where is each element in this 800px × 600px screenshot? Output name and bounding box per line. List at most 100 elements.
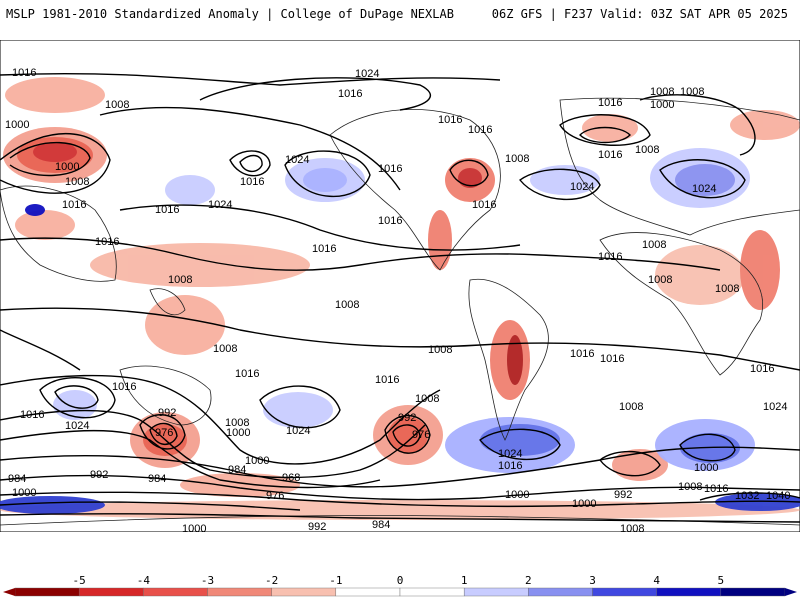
isobar-label: 1000 bbox=[5, 119, 29, 131]
isobar-label: 1016 bbox=[472, 199, 496, 211]
isobar-label: 992 bbox=[614, 489, 632, 501]
isobar-label: 1016 bbox=[155, 204, 179, 216]
isobar-labels: 1016 1008 1000 1000 1008 1016 1016 1024 … bbox=[5, 67, 790, 532]
colorbar-arrow-right bbox=[785, 588, 797, 596]
isobar-label: 1000 bbox=[245, 455, 269, 467]
isobar-label: 1008 bbox=[678, 481, 702, 493]
colorbar-cell bbox=[463, 587, 529, 597]
isobar-label: 1008 bbox=[648, 274, 672, 286]
isobar-label: 1016 bbox=[12, 67, 36, 79]
isobar-label: 1008 bbox=[619, 401, 643, 413]
colorbar-tick-label: 3 bbox=[589, 574, 596, 587]
isobar-label: 1008 bbox=[428, 344, 452, 356]
isobar-label: 976 bbox=[412, 429, 430, 441]
isobar-label: 984 bbox=[228, 464, 246, 476]
isobar-label: 1016 bbox=[704, 483, 728, 495]
colorbar-tick-label: 1 bbox=[460, 574, 468, 587]
isobar-label: 1008 bbox=[335, 299, 359, 311]
isobar-label: 976 bbox=[155, 427, 173, 439]
isobar-label: 1016 bbox=[600, 353, 624, 365]
isobar-label: 1008 bbox=[213, 343, 237, 355]
isobar-label: 1016 bbox=[498, 460, 522, 472]
isobar-label: 984 bbox=[372, 519, 390, 531]
isobar-label: 1024 bbox=[692, 183, 716, 195]
isobar-label: 1008 bbox=[642, 239, 666, 251]
isobar-label: 1016 bbox=[438, 114, 462, 126]
isobar-label: 1016 bbox=[112, 381, 136, 393]
colorbar-arrow-left bbox=[3, 588, 15, 596]
header: MSLP 1981-2010 Standardized Anomaly | Co… bbox=[0, 0, 800, 40]
colorbar-tick-label: -5 bbox=[72, 574, 86, 587]
isobar-label: 1016 bbox=[20, 409, 44, 421]
colorbar-tick-label: 5 bbox=[717, 574, 725, 587]
colorbar-cell bbox=[656, 587, 722, 597]
isobar-label: 1008 bbox=[715, 283, 739, 295]
isobar-label: 1016 bbox=[338, 88, 362, 100]
colorbar-cell bbox=[335, 587, 401, 597]
isobar-label: 1000 bbox=[55, 161, 79, 173]
colorbar-cell bbox=[592, 587, 657, 597]
isobar-label: 1016 bbox=[570, 348, 594, 360]
isobar-label: 1016 bbox=[62, 199, 86, 211]
isobar-label: 1024 bbox=[286, 425, 310, 437]
colorbar-tick-label: 2 bbox=[525, 574, 532, 587]
colorbar-tick-label: -3 bbox=[200, 574, 215, 587]
colorbar-cell bbox=[528, 587, 593, 597]
isobar-label: 1000 bbox=[694, 462, 718, 474]
colorbar-cell bbox=[399, 587, 465, 597]
colorbar-cell bbox=[14, 587, 80, 597]
isobar-label: 1000 bbox=[226, 427, 250, 439]
isobar-label: 1000 bbox=[182, 523, 206, 532]
isobar-label: 1008 bbox=[680, 86, 704, 98]
isobar-label: 1000 bbox=[12, 487, 36, 499]
isobar-label: 1016 bbox=[375, 374, 399, 386]
isobar-label: 1016 bbox=[312, 243, 336, 255]
colorbar-tick-label: -4 bbox=[136, 574, 150, 587]
isobar-label: 1024 bbox=[65, 420, 89, 432]
isobar-label: 1000 bbox=[505, 489, 529, 501]
isobar-label: 1016 bbox=[240, 176, 264, 188]
model-run-info: 06Z GFS | F237 Valid: 03Z SAT APR 05 202… bbox=[491, 7, 788, 21]
isobar-label: 1016 bbox=[235, 368, 259, 380]
isobar-label: 968 bbox=[282, 472, 300, 484]
isobar-label: 1016 bbox=[95, 236, 119, 248]
isobar-label: 976 bbox=[266, 490, 284, 502]
isobar-label: 1008 bbox=[65, 176, 89, 188]
isobar-label: 1024 bbox=[285, 154, 309, 166]
positive-anomaly-shading bbox=[0, 148, 800, 514]
colorbar-tick-label: -2 bbox=[265, 574, 279, 587]
isobar-label: 1000 bbox=[650, 99, 674, 111]
mslp-anomaly-map: 1016 1008 1000 1000 1008 1016 1016 1024 … bbox=[0, 40, 800, 532]
isobar-label: 1008 bbox=[620, 523, 644, 532]
isobar-label: 992 bbox=[398, 412, 416, 424]
isobar-label: 1016 bbox=[378, 163, 402, 175]
isobar-label: 1016 bbox=[750, 363, 774, 375]
isobar-label: 992 bbox=[90, 469, 108, 481]
colorbar-tick-label: 0 bbox=[396, 574, 404, 587]
isobar-label: 1024 bbox=[570, 181, 594, 193]
isobar-label: 1016 bbox=[378, 215, 402, 227]
isobar-label: 1016 bbox=[598, 251, 622, 263]
isobar-label: 1024 bbox=[498, 448, 522, 460]
isobar-label: 1040 bbox=[766, 490, 790, 502]
isobar-label: 1008 bbox=[225, 417, 249, 429]
isobar-label: 1032 bbox=[735, 490, 759, 502]
isobar-label: 984 bbox=[148, 473, 166, 485]
isobar-label: 1024 bbox=[208, 199, 232, 211]
isobar-label: 1008 bbox=[635, 144, 659, 156]
isobar-label: 1024 bbox=[763, 401, 787, 413]
isobar-label: 1016 bbox=[468, 124, 492, 136]
isobar-label: 984 bbox=[8, 473, 26, 485]
isobar-label: 1016 bbox=[598, 97, 622, 109]
isobar-label: 1008 bbox=[505, 153, 529, 165]
isobar-label: 1008 bbox=[650, 86, 674, 98]
map-title: MSLP 1981-2010 Standardized Anomaly | Co… bbox=[6, 7, 454, 21]
isobar-label: 1008 bbox=[415, 393, 439, 405]
isobar-label: 992 bbox=[308, 521, 326, 532]
isobar-label: 1008 bbox=[168, 274, 192, 286]
colorbar-tick-label: 4 bbox=[653, 574, 660, 587]
colorbar-cell bbox=[78, 587, 144, 597]
colorbar-cell bbox=[271, 587, 337, 597]
colorbar-cell bbox=[720, 587, 786, 597]
isobar-label: 1008 bbox=[105, 99, 129, 111]
